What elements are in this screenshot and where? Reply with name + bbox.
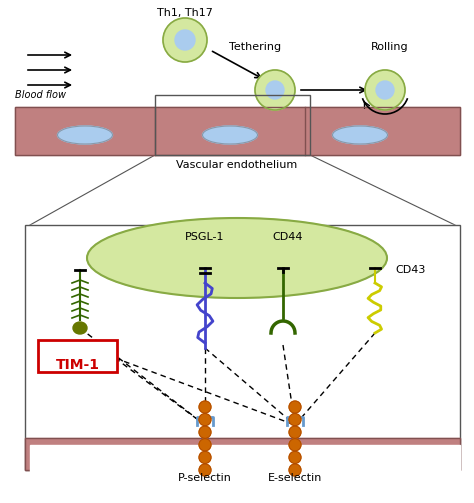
Circle shape — [289, 426, 301, 438]
Circle shape — [289, 451, 301, 463]
Ellipse shape — [255, 70, 295, 110]
Ellipse shape — [202, 126, 257, 144]
Ellipse shape — [332, 126, 388, 144]
Circle shape — [289, 439, 301, 451]
Text: Blood flow: Blood flow — [15, 90, 66, 100]
Bar — [155, 95, 310, 155]
Text: CD43: CD43 — [395, 265, 425, 275]
Text: Vascular endothelium: Vascular endothelium — [176, 160, 298, 170]
Ellipse shape — [266, 81, 284, 99]
Text: CD44: CD44 — [273, 232, 303, 242]
Circle shape — [199, 413, 211, 426]
Text: Th1, Th17: Th1, Th17 — [157, 8, 213, 18]
Circle shape — [289, 413, 301, 426]
Circle shape — [199, 426, 211, 438]
Ellipse shape — [73, 322, 87, 334]
Bar — [15, 107, 460, 155]
Bar — [25, 438, 460, 470]
Bar — [15, 107, 460, 155]
Ellipse shape — [175, 30, 195, 50]
Circle shape — [289, 464, 301, 476]
Ellipse shape — [57, 126, 112, 144]
Ellipse shape — [87, 218, 387, 298]
Ellipse shape — [376, 81, 394, 99]
Circle shape — [199, 439, 211, 451]
Text: Tethering: Tethering — [229, 42, 281, 52]
Text: E-selectin: E-selectin — [268, 473, 322, 483]
Text: P-selectin: P-selectin — [178, 473, 232, 483]
Circle shape — [199, 451, 211, 463]
Circle shape — [199, 464, 211, 476]
Circle shape — [289, 401, 301, 413]
Text: PSGL-1: PSGL-1 — [185, 232, 225, 242]
Ellipse shape — [365, 70, 405, 110]
Bar — [25, 225, 460, 470]
Ellipse shape — [163, 18, 207, 62]
Text: Rolling: Rolling — [371, 42, 409, 52]
Bar — [30, 445, 460, 503]
Text: TIM-1: TIM-1 — [56, 358, 100, 372]
Circle shape — [199, 401, 211, 413]
Bar — [25, 438, 460, 470]
Bar — [25, 225, 460, 470]
FancyBboxPatch shape — [38, 340, 117, 372]
